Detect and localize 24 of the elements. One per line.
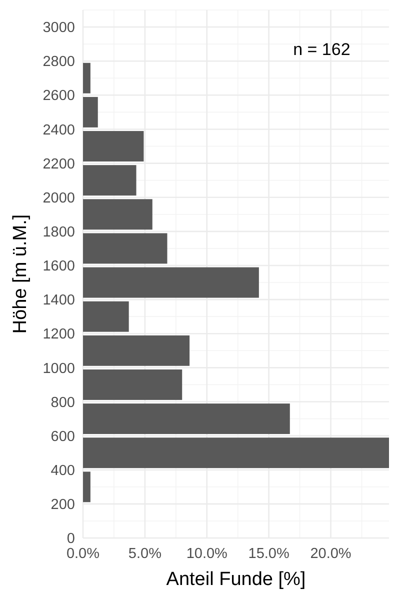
y-tick-label: 600: [50, 428, 75, 445]
y-tick-label: 1000: [42, 360, 75, 377]
x-tick-label: 15.0%: [248, 546, 290, 562]
x-tick-label: 5.0%: [128, 546, 162, 562]
x-tick-label: 0.0%: [66, 546, 100, 562]
y-tick-label: 1600: [42, 258, 75, 275]
y-tick-label: 2000: [42, 190, 75, 206]
y-tick-label: 2600: [42, 88, 75, 104]
y-tick-label: 3000: [42, 20, 75, 36]
x-tick-label: 10.0%: [186, 546, 228, 562]
y-tick-label: 2200: [42, 156, 75, 172]
x-axis-title: Anteil Funde [%]: [166, 569, 306, 590]
y-tick-label: 0: [66, 531, 75, 548]
y-tick-label: 2400: [42, 122, 75, 138]
y-tick-label: 2800: [42, 54, 75, 70]
y-tick-label: 1800: [42, 224, 75, 240]
x-tick-label: 20.0%: [310, 546, 352, 562]
y-tick-label: 200: [50, 497, 75, 514]
y-tick-label: 800: [50, 394, 75, 411]
y-tick-label: 1200: [42, 326, 75, 343]
y-tick-label: 1400: [42, 292, 75, 309]
annotation: n = 162: [293, 40, 350, 59]
y-tick-label: 400: [50, 462, 75, 479]
y-axis-title: Höhe [m ü.M.]: [10, 214, 31, 334]
